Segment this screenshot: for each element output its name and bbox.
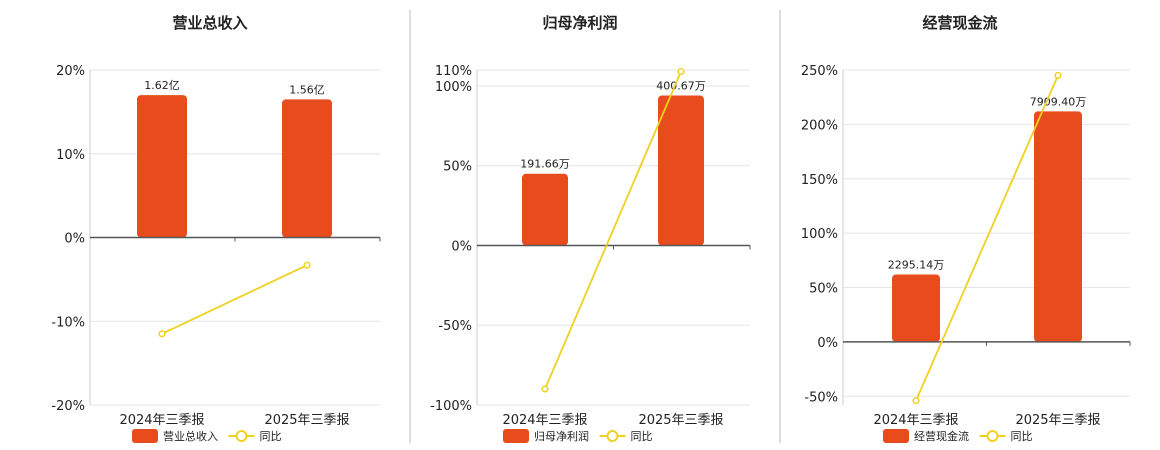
bar-2: [1034, 111, 1082, 342]
bar-data-label: 1.56亿: [289, 83, 325, 96]
yoy-line: [161, 264, 308, 335]
y-tick-label: 200%: [801, 118, 838, 133]
yoy-point-2: [303, 261, 311, 269]
bar-1: [137, 95, 187, 238]
y-tick-label: 0%: [451, 239, 472, 254]
y-tick-label: -100%: [430, 399, 472, 414]
y-tick-label: 150%: [801, 173, 838, 188]
x-category-label: 2025年三季报: [638, 413, 723, 428]
bar-2: [658, 95, 704, 246]
yoy-point-1: [158, 330, 166, 338]
legend-line-label: 同比: [260, 430, 282, 443]
y-tick-label: -10%: [51, 315, 85, 330]
x-category-label: 2025年三季报: [264, 413, 349, 428]
y-tick-label: -50%: [438, 319, 472, 334]
yoy-line: [915, 75, 1059, 402]
y-tick-label: 0%: [64, 232, 85, 247]
bar-data-label: 7909.40万: [1030, 95, 1087, 108]
chart-panel-3: 经营现金流 250% 200% 150% 100% 50% 0% -50% 2295.14万 79…: [801, 14, 1131, 443]
bar-data-label: 400.67万: [656, 80, 706, 93]
bar-data-label: 1.62亿: [144, 79, 180, 92]
bar-data-label: 2295.14万: [888, 258, 945, 271]
legend-line-marker: [235, 430, 248, 442]
bar-1: [892, 274, 940, 342]
legend-line-label: 同比: [1011, 430, 1033, 443]
legend-bar-swatch: [132, 429, 158, 443]
y-tick-label: 10%: [56, 148, 85, 163]
x-category-label: 2025年三季报: [1015, 413, 1100, 428]
y-tick-label: 50%: [443, 160, 472, 175]
yoy-point-1: [541, 385, 549, 393]
y-tick-label: 100%: [801, 227, 838, 242]
legend-line-marker: [606, 430, 619, 442]
legend-bar-label: 归母净利润: [534, 429, 589, 443]
legend-bar-label: 经营现金流: [914, 429, 969, 443]
bar-data-label: 191.66万: [520, 158, 570, 171]
y-tick-label: -50%: [804, 390, 838, 405]
y-tick-label: 250%: [801, 64, 838, 79]
yoy-point-2: [677, 68, 685, 76]
bar-2: [282, 99, 332, 238]
chart-title: 经营现金流: [922, 14, 997, 32]
y-tick-label: 20%: [56, 64, 85, 79]
x-category-label: 2024年三季报: [873, 413, 958, 428]
x-category-label: 2024年三季报: [502, 413, 587, 428]
yoy-point-1: [912, 397, 920, 405]
y-tick-label: 110%: [435, 64, 472, 79]
chart-panel-1: 营业总收入 20% 10% 0% -10% -20% 1.62亿 1.56亿 2024年三季报 2…: [51, 14, 381, 443]
y-tick-label: -20%: [51, 399, 85, 414]
chart-title: 营业总收入: [172, 14, 247, 32]
y-tick-label: 0%: [817, 336, 838, 351]
bar-1: [522, 173, 568, 246]
legend-line-label: 同比: [631, 430, 653, 443]
x-category-label: 2024年三季报: [119, 413, 204, 428]
yoy-point-2: [1054, 71, 1062, 79]
y-tick-label: 100%: [435, 80, 472, 95]
legend-bar-swatch: [883, 429, 909, 443]
legend-bar-swatch: [503, 429, 529, 443]
chart-title: 归母净利润: [542, 14, 617, 32]
chart-panel-2: 归母净利润 110%100% 50% 0% -50% -100% 191.66万 400.67…: [430, 14, 751, 443]
legend-bar-label: 营业总收入: [163, 429, 218, 443]
legend-line-marker: [986, 430, 999, 442]
yoy-line: [544, 71, 682, 390]
y-tick-label: 50%: [809, 282, 838, 297]
